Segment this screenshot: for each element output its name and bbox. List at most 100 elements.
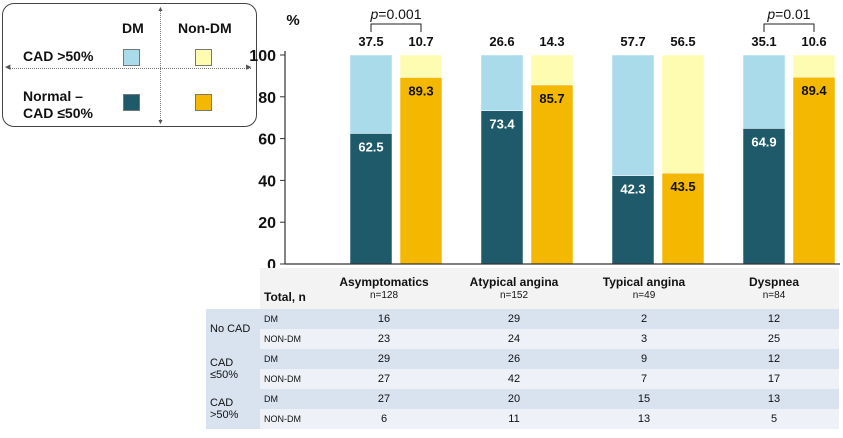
table-cell: 27 <box>319 389 449 409</box>
legend-vertical-divider <box>160 10 161 122</box>
y-tick-label: 80 <box>258 90 276 107</box>
counts-table: Total, n Asymptomatics n=128 Atypical ang… <box>206 268 839 429</box>
legend-box: DM Non-DM CAD >50% Normal – CAD ≤50% ▲ ▼… <box>2 3 257 127</box>
table-cell: 29 <box>449 309 579 329</box>
table-cell: 42 <box>449 369 579 389</box>
table-col-typical-angina: Typical angina n=49 <box>579 268 709 309</box>
y-tick-label: 40 <box>258 173 276 190</box>
table-cell: 5 <box>709 409 839 429</box>
legend-swatch-nondm-normal <box>195 94 212 111</box>
bar-nondm-normal <box>399 77 443 265</box>
legend-header-nondm: Non-DM <box>178 20 232 36</box>
bar-top-label-dm: 37.5 <box>358 34 383 49</box>
table-cell: 12 <box>709 349 839 369</box>
bar-label-nondm-normal: 89.4 <box>801 83 827 98</box>
bar-dm-cad <box>480 54 524 111</box>
bar-dm-cad <box>349 54 393 134</box>
significance-bracket <box>763 23 815 32</box>
y-tick-label: 60 <box>258 132 276 149</box>
bar-label-dm-normal: 62.5 <box>358 139 383 154</box>
legend-row-normal-line2: CAD ≤50% <box>23 105 93 121</box>
y-tick-label: 100 <box>249 48 276 65</box>
bar-nondm-cad <box>792 54 836 78</box>
bar-top-label-dm: 26.6 <box>489 34 514 49</box>
bar-nondm-normal <box>530 84 574 265</box>
table-cell: 17 <box>709 369 839 389</box>
table-cell: 20 <box>449 389 579 409</box>
table-row-sub: NON-DM <box>260 369 319 389</box>
table-cell: 7 <box>579 369 709 389</box>
table-cell: 6 <box>319 409 449 429</box>
table-cell: 13 <box>709 389 839 409</box>
table-cell: 3 <box>579 329 709 349</box>
table-group-label: CAD >50% <box>206 389 260 429</box>
legend-row-cad: CAD >50% <box>23 48 94 64</box>
bar-nondm-normal <box>792 76 836 265</box>
table-group-label: CAD ≤50% <box>206 349 260 389</box>
bar-dm-normal <box>611 175 655 265</box>
bar-dm-cad <box>742 54 786 129</box>
legend-swatch-dm-normal <box>123 94 140 111</box>
y-axis-label: % <box>286 12 299 29</box>
table-row-sub: DM <box>260 389 319 409</box>
legend-arrow-left: ◀ <box>5 64 11 71</box>
table-row: NON-DM 6 11 13 5 <box>206 409 839 429</box>
table-cell: 2 <box>579 309 709 329</box>
bar-nondm-cad <box>399 54 443 78</box>
table-row-sub: NON-DM <box>260 409 319 429</box>
legend-swatch-dm-cad <box>123 49 140 66</box>
legend-row-normal-line1: Normal – <box>23 88 83 104</box>
bar-dm-cad <box>611 54 655 176</box>
table-row-sub: NON-DM <box>260 329 319 349</box>
legend-arrow-top: ▲ <box>157 6 164 13</box>
significance-label: p=0.01 <box>766 6 810 22</box>
legend-arrow-right: ▶ <box>246 64 252 71</box>
table-row-sub: DM <box>260 349 319 369</box>
bar-top-label-dm: 35.1 <box>751 34 776 49</box>
stacked-bar-chart: % 0 20 40 60 80 100 62.5 89.3 37.5 10.7 73.4 85.7 26.… <box>249 6 840 270</box>
legend-header-dm: DM <box>122 20 144 36</box>
table-group-label: No CAD <box>206 309 260 349</box>
bar-label-nondm-normal: 43.5 <box>670 179 695 194</box>
bar-label-nondm-normal: 85.7 <box>539 91 564 106</box>
legend-swatch-nondm-cad <box>195 49 212 66</box>
table-cell: 13 <box>579 409 709 429</box>
table-row: CAD ≤50% DM 29 26 9 12 <box>206 349 839 389</box>
bar-nondm-cad <box>661 54 705 174</box>
bar-label-dm-normal: 64.9 <box>751 134 776 149</box>
table-cell: 26 <box>449 349 579 369</box>
table-col-atypical-angina: Atypical angina n=152 <box>449 268 579 309</box>
bar-top-label-nondm: 10.6 <box>801 34 826 49</box>
bar-top-label-dm: 57.7 <box>620 34 645 49</box>
bar-top-label-nondm: 10.7 <box>408 34 433 49</box>
table-cell: 23 <box>319 329 449 349</box>
table-header-blank <box>206 268 260 309</box>
legend-horizontal-divider <box>9 68 251 69</box>
table-col-dyspnea: Dyspnea n=84 <box>709 268 839 309</box>
bar-top-label-nondm: 56.5 <box>670 34 695 49</box>
bar-nondm-cad <box>530 54 574 86</box>
y-tick-label: 20 <box>258 215 276 232</box>
bar-dm-normal <box>480 110 524 265</box>
table-row: NON-DM 23 24 3 25 <box>206 329 839 349</box>
table-cell: 25 <box>709 329 839 349</box>
bar-label-dm-normal: 42.3 <box>620 182 645 197</box>
table-cell: 9 <box>579 349 709 369</box>
y-tick-label: 0 <box>267 257 276 270</box>
table-cell: 12 <box>709 309 839 329</box>
table-header-row: Total, n Asymptomatics n=128 Atypical ang… <box>206 268 839 309</box>
table-cell: 29 <box>319 349 449 369</box>
table-row: No CAD DM 16 29 2 12 <box>206 309 839 349</box>
table-col-asymptomatics: Asymptomatics n=128 <box>319 268 449 309</box>
table-cell: 24 <box>449 329 579 349</box>
table-cell: 27 <box>319 369 449 389</box>
bar-label-nondm-normal: 89.3 <box>408 83 433 98</box>
table-row: NON-DM 27 42 7 17 <box>206 369 839 389</box>
significance-label: p=0.001 <box>369 6 421 22</box>
bar-top-label-nondm: 14.3 <box>539 34 564 49</box>
bar-dm-normal <box>349 133 393 265</box>
bar-label-dm-normal: 73.4 <box>489 117 515 132</box>
bar-nondm-normal <box>661 172 705 265</box>
legend-arrow-bottom: ▼ <box>157 119 164 126</box>
table-total-label: Total, n <box>260 268 319 309</box>
